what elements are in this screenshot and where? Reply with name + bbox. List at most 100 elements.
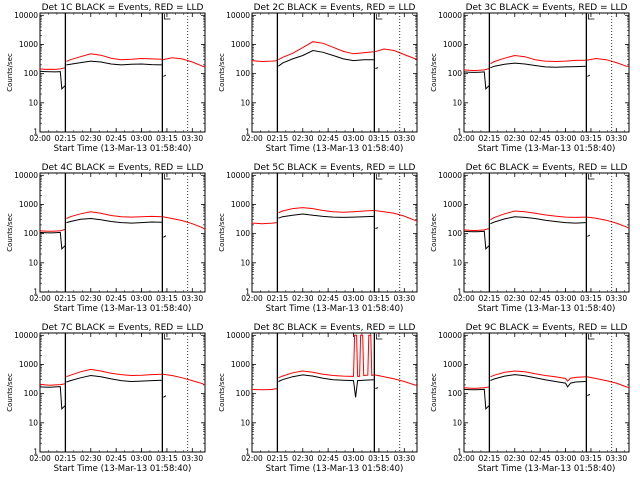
x-tick-label: 03:15	[156, 294, 178, 303]
x-axis-label: Start Time (13-Mar-13 01:58:40)	[266, 464, 404, 474]
lld-series-post	[374, 48, 418, 60]
y-tick-label: 1000	[231, 200, 250, 209]
lld-series-pre	[463, 68, 490, 72]
y-axis-label: Counts/sec	[218, 53, 226, 92]
y-tick-label: 10	[28, 418, 38, 427]
plot-frame	[39, 12, 206, 133]
x-tick-label: 02:15	[479, 134, 501, 143]
lld-series-post	[374, 374, 418, 386]
y-axis-label: Counts/sec	[6, 373, 14, 412]
lld-series-pre	[251, 388, 278, 391]
x-axis-label: Start Time (13-Mar-13 01:58:40)	[54, 144, 192, 154]
panel-7: Det 7C BLACK = Events, RED = LLD Counts/s…	[6, 323, 206, 474]
x-tick-label: 03:30	[605, 294, 627, 303]
y-tick-label: 100	[236, 69, 251, 78]
events-series-post	[375, 387, 379, 389]
lld-series-mid	[278, 334, 374, 379]
events-series-mid	[278, 374, 374, 398]
x-tick-label: 02:15	[267, 454, 289, 463]
y-tick-label: 1000	[443, 200, 462, 209]
y-tick-label: 1	[33, 128, 38, 137]
events-series-post	[163, 235, 167, 238]
events-series-post	[163, 74, 167, 77]
y-axis-label: Counts/sec	[430, 53, 438, 92]
plot-frame	[463, 332, 630, 453]
panel-5: Det 5C BLACK = Events, RED = LLD Counts/s…	[218, 163, 418, 314]
plot-frame	[251, 332, 418, 453]
x-axis-label: Start Time (13-Mar-13 01:58:40)	[54, 304, 192, 314]
y-tick-label: 100	[448, 389, 463, 398]
y-tick-label: 10	[240, 258, 250, 267]
lld-series-mid	[278, 207, 374, 214]
corner-bracket	[587, 334, 595, 340]
lld-series-post	[162, 57, 206, 68]
panel-1: Det 1C BLACK = Events, RED = LLD Counts/s…	[6, 3, 206, 154]
events-series-pre	[39, 70, 66, 91]
x-axis-label: Start Time (13-Mar-13 01:58:40)	[266, 144, 404, 154]
lld-series-mid	[490, 54, 586, 65]
panel-6: Det 6C BLACK = Events, RED = LLD Counts/s…	[430, 163, 630, 314]
lld-series-pre	[39, 228, 66, 232]
y-axis-label: Counts/sec	[6, 53, 14, 92]
panel-title: Det 6C BLACK = Events, RED = LLD	[466, 163, 628, 173]
lld-series-mid	[66, 211, 162, 219]
x-tick-label: 02:30	[80, 454, 102, 463]
events-series-pre	[463, 388, 490, 411]
x-tick-label: 02:30	[504, 134, 526, 143]
x-tick-label: 03:15	[368, 294, 390, 303]
x-tick-label: 03:15	[580, 134, 602, 143]
events-series-post	[587, 74, 591, 77]
x-tick-label: 02:45	[529, 294, 551, 303]
y-tick-label: 1	[457, 448, 462, 457]
y-tick-label: 1000	[19, 40, 38, 49]
x-tick-label: 02:00	[241, 294, 263, 303]
x-tick-label: 03:30	[393, 294, 415, 303]
lld-series-pre	[39, 67, 66, 70]
x-tick-label: 03:30	[181, 134, 203, 143]
y-axis-label: Counts/sec	[218, 213, 226, 252]
lld-series-pre	[463, 228, 490, 232]
y-tick-label: 10000	[438, 171, 462, 180]
y-tick-label: 1	[457, 128, 462, 137]
events-series-mid	[490, 62, 586, 69]
lld-series-mid	[490, 370, 586, 382]
x-tick-label: 03:00	[131, 294, 153, 303]
y-tick-label: 1	[457, 288, 462, 297]
x-tick-label: 03:30	[181, 294, 203, 303]
y-tick-label: 10	[240, 418, 250, 427]
y-tick-label: 1	[33, 288, 38, 297]
x-tick-label: 03:15	[580, 294, 602, 303]
y-tick-label: 1	[33, 448, 38, 457]
x-tick-label: 02:45	[317, 134, 339, 143]
lld-series-post	[586, 376, 630, 389]
lld-series-mid	[66, 53, 162, 62]
panel-title: Det 2C BLACK = Events, RED = LLD	[254, 3, 416, 13]
x-tick-label: 03:00	[131, 454, 153, 463]
x-tick-label: 02:30	[80, 134, 102, 143]
x-tick-label: 02:45	[105, 134, 127, 143]
x-tick-label: 02:45	[529, 454, 551, 463]
events-series-mid	[66, 217, 162, 224]
x-tick-label: 02:30	[292, 294, 314, 303]
x-tick-label: 02:15	[55, 454, 77, 463]
y-tick-label: 100	[236, 229, 251, 238]
panel-title: Det 8C BLACK = Events, RED = LLD	[254, 323, 416, 333]
lld-series-post	[586, 57, 630, 68]
x-tick-label: 02:30	[292, 134, 314, 143]
events-series-post	[163, 395, 167, 398]
events-series-post	[375, 227, 379, 229]
events-series-post	[587, 234, 591, 237]
y-tick-label: 10	[28, 98, 38, 107]
panel-2: Det 2C BLACK = Events, RED = LLD Counts/s…	[218, 3, 418, 154]
lld-series-mid	[278, 41, 374, 61]
x-tick-label: 03:15	[368, 454, 390, 463]
plot-frame	[463, 172, 630, 293]
panel-8: Det 8C BLACK = Events, RED = LLD Counts/s…	[218, 323, 418, 474]
y-tick-label: 100	[236, 389, 251, 398]
panel-title: Det 9C BLACK = Events, RED = LLD	[466, 323, 628, 333]
lld-series-post	[162, 373, 206, 386]
x-tick-label: 03:00	[555, 294, 577, 303]
lld-series-post	[162, 216, 206, 230]
x-tick-label: 02:00	[453, 134, 475, 143]
x-axis-label: Start Time (13-Mar-13 01:58:40)	[54, 464, 192, 474]
